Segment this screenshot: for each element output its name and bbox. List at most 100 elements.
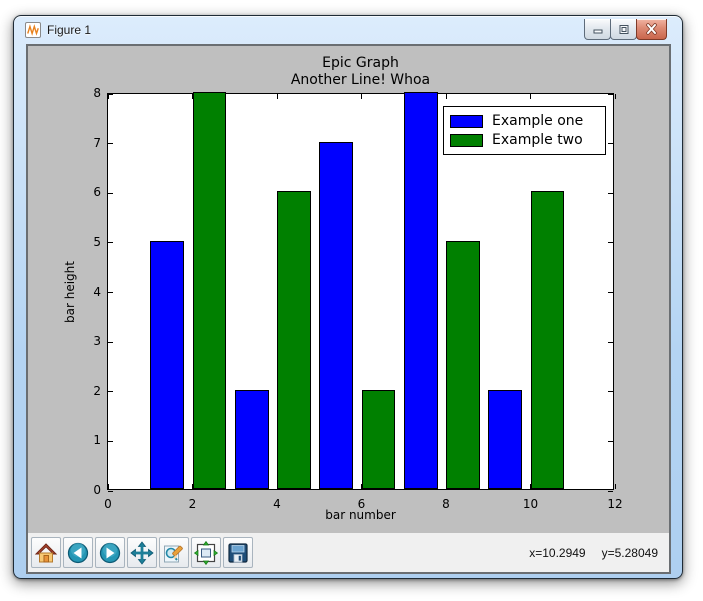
x-tick-label: 10 — [522, 497, 539, 511]
pan-icon — [130, 540, 154, 565]
save-button[interactable] — [223, 537, 253, 568]
pan-button[interactable] — [127, 537, 157, 568]
y-tick-label: 0 — [93, 483, 101, 497]
chart-title-line1: Epic Graph — [322, 55, 399, 71]
y-tick-label: 4 — [93, 284, 101, 299]
bar-example-two-x2 — [192, 92, 227, 489]
legend-entry-one: Example one — [450, 113, 599, 129]
x-tick — [530, 484, 531, 489]
forward-button[interactable] — [95, 537, 125, 568]
y-tick-label: 6 — [93, 185, 101, 200]
y-tick-label: 8 — [93, 86, 101, 100]
bar-example-one-x9 — [488, 389, 523, 489]
y-tick — [608, 341, 613, 343]
window-title: Figure 1 — [47, 23, 92, 37]
maximize-icon — [619, 24, 628, 34]
y-tick — [108, 192, 113, 194]
minimize-icon — [593, 29, 602, 34]
legend-entry-two: Example two — [450, 132, 599, 148]
subplots-button[interactable] — [191, 537, 221, 568]
y-tick-label: 1 — [93, 433, 101, 448]
navigation-toolbar: x=10.2949 y=5.28049 — [28, 533, 669, 572]
status-y-coordinate: y=5.28049 — [601, 545, 658, 560]
legend-swatch-green — [450, 133, 483, 147]
y-tick-label: 2 — [93, 383, 101, 398]
bar-example-one-x3 — [234, 389, 269, 489]
y-tick — [108, 292, 113, 293]
titlebar[interactable]: Figure 1 — [14, 16, 682, 44]
x-tick — [614, 484, 616, 489]
bar-example-one-x1 — [150, 240, 185, 489]
back-icon — [67, 542, 89, 563]
y-tick — [108, 440, 113, 442]
y-tick — [108, 391, 113, 393]
maximize-button[interactable] — [610, 19, 637, 40]
y-tick — [608, 440, 613, 442]
y-tick — [608, 93, 613, 95]
subplots-icon — [194, 540, 218, 565]
x-tick — [107, 484, 109, 489]
legend: Example one Example two — [443, 106, 606, 155]
y-tick-label: 7 — [93, 135, 101, 150]
y-tick — [608, 143, 613, 145]
y-tick — [608, 490, 613, 492]
y-tick-label: 3 — [93, 334, 101, 349]
bar-example-two-x4 — [277, 191, 311, 489]
figure-window: Figure 1 — [13, 15, 683, 579]
bar-example-one-x7 — [403, 92, 438, 489]
chart-title: Epic Graph Another Line! Whoa — [107, 55, 614, 89]
x-tick — [107, 94, 109, 99]
close-button[interactable] — [636, 19, 667, 40]
x-tick — [361, 484, 362, 489]
y-tick — [108, 341, 113, 343]
x-tick — [192, 94, 193, 99]
client-area: Epic Graph Another Line! Whoa Example on… — [26, 44, 671, 574]
y-tick — [608, 292, 613, 293]
x-tick-label: 2 — [188, 497, 197, 511]
x-tick-label: 8 — [442, 497, 450, 511]
back-button[interactable] — [63, 537, 93, 568]
plot-area[interactable]: Example one Example two 0 2 4 6 8 10 12 0 1 2 3 4 5 6… — [93, 86, 622, 511]
y-tick — [608, 391, 613, 393]
bar-example-two-x6 — [361, 389, 396, 489]
legend-label-two: Example two — [492, 132, 583, 148]
caption-buttons — [584, 19, 667, 40]
x-tick-label: 0 — [104, 497, 112, 511]
x-tick — [276, 484, 278, 489]
y-tick — [608, 192, 613, 194]
y-tick-label: 5 — [93, 234, 101, 249]
home-button[interactable] — [31, 537, 61, 568]
minimize-button[interactable] — [584, 19, 611, 40]
y-axis-label: bar height — [63, 261, 77, 323]
x-tick — [445, 484, 447, 489]
bar-example-two-x10 — [530, 191, 565, 489]
bar-example-two-x8 — [446, 240, 480, 489]
legend-swatch-blue — [450, 114, 483, 128]
zoom-button[interactable] — [159, 537, 189, 568]
x-tick-label: 12 — [607, 497, 623, 511]
x-tick — [276, 94, 278, 99]
y-tick — [108, 143, 113, 145]
x-tick — [614, 94, 616, 99]
matplotlib-logo-icon — [25, 22, 41, 38]
y-tick — [108, 242, 113, 244]
y-tick — [608, 242, 613, 244]
status-x-coordinate: x=10.2949 — [529, 545, 586, 560]
cursor-status: x=10.2949 y=5.28049 — [529, 546, 658, 560]
x-tick — [530, 94, 531, 99]
close-icon — [646, 23, 657, 35]
y-tick — [108, 490, 113, 492]
figure-canvas[interactable]: Epic Graph Another Line! Whoa Example on… — [28, 46, 669, 533]
x-tick-label: 6 — [357, 497, 366, 511]
chart-title-line2: Another Line! Whoa — [290, 72, 431, 88]
home-icon — [34, 542, 58, 562]
x-tick — [445, 94, 447, 99]
save-icon — [228, 542, 248, 563]
x-tick — [192, 484, 193, 489]
x-tick — [361, 94, 362, 99]
legend-label-one: Example one — [492, 113, 584, 129]
x-axis-label: bar number — [325, 508, 396, 522]
forward-icon — [99, 542, 121, 563]
x-tick-label: 4 — [273, 497, 281, 511]
y-tick — [108, 93, 113, 95]
